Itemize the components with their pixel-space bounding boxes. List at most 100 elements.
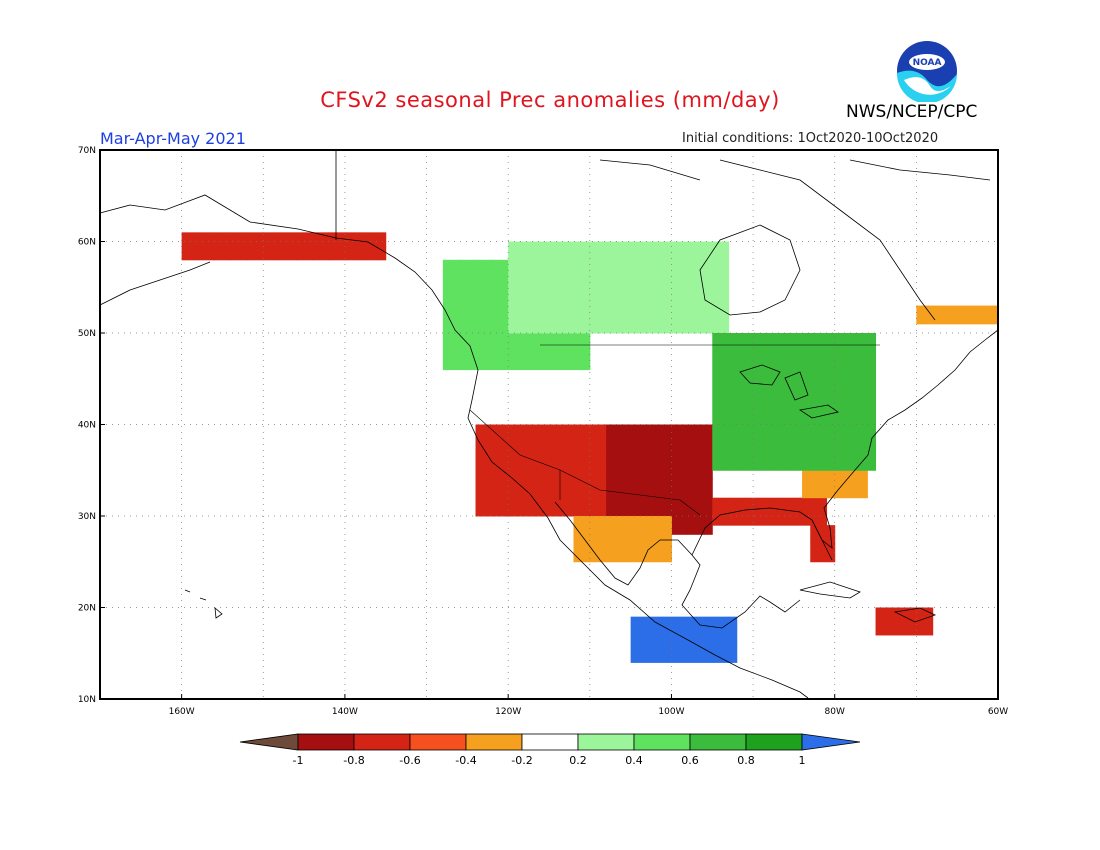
anomaly-cell [589,516,607,526]
anomaly-cell [197,232,215,242]
anomaly-cell [704,497,713,517]
anomaly-cell [761,497,779,508]
anomaly-cell [638,278,656,297]
anomaly-cell [589,525,607,544]
anomaly-cell [671,424,689,444]
anomaly-cell [442,351,460,371]
anomaly-cell [761,451,779,471]
anomaly-cell [761,397,779,416]
anomaly-cell [540,351,558,371]
anomaly-cell [557,479,574,499]
anomaly-cell [589,241,607,261]
anomaly-cell [777,342,795,361]
anomaly-cell [573,241,591,261]
anomaly-cell [777,415,795,435]
anomaly-cell [638,442,656,462]
anomaly-cell [655,241,672,261]
anomaly-cell [908,616,926,636]
anomaly-cell [712,342,730,361]
colorbar-label: 1 [799,754,806,767]
anomaly-cell [328,232,346,242]
anomaly-cell [442,314,460,334]
lon-label: 140W [332,707,358,717]
anomaly-cell [573,497,591,517]
colorbar-segment [297,733,355,751]
anomaly-cell [859,415,877,435]
anomaly-cell [491,333,509,352]
anomaly-cell [712,644,730,663]
anomaly-cell [744,333,762,343]
anomaly-cell [589,442,607,462]
colorbar-label: -1 [293,754,304,767]
anomaly-cell [671,259,689,279]
anomaly-cell [557,497,574,517]
anomaly-cell [810,415,828,435]
anomaly-cell [687,314,705,334]
anomaly-cell [671,479,689,499]
anomaly-cell [679,644,697,663]
anomaly-cell [728,360,746,380]
anomaly-cell [720,241,730,261]
anomaly-cell [932,305,950,325]
anomaly-cell [557,314,574,334]
anomaly-cell [638,543,656,563]
lon-label: 80W [825,707,845,717]
anomaly-cell [671,461,689,480]
anomaly-cell [704,259,721,279]
anomaly-cell [524,314,542,334]
anomaly-cell [442,278,460,297]
anomaly-cell [181,241,199,261]
anomaly-cell [524,497,542,517]
anomaly-cell [777,360,795,380]
anomaly-cell [728,333,746,343]
anomaly-cell [687,461,705,480]
colorbar-label: 0.8 [737,754,755,767]
anomaly-cell [508,296,526,316]
anomaly-cell [459,296,477,316]
anomaly-cell [589,259,607,279]
anomaly-cell [777,333,795,343]
anomaly-cell [622,278,640,297]
anomaly-cell [655,424,672,444]
anomaly-cell [679,625,697,645]
anomaly-cell [663,644,681,663]
anomaly-cell [606,497,623,517]
anomaly-cell [622,241,640,261]
anomaly-cell [557,241,574,261]
anomaly-cell [761,333,779,343]
anomaly-cell [246,232,264,242]
anomaly-cell [491,351,509,371]
anomaly-cells [181,232,999,663]
colorbar-segment [409,733,467,751]
anomaly-cell [810,342,828,361]
anomaly-cell [695,625,713,645]
anomaly-cell [361,241,379,261]
anomaly-cell [442,259,460,279]
anomaly-cell [687,259,705,279]
anomaly-cell [638,516,656,526]
anomaly-cell [540,333,558,352]
anomaly-cell [573,296,591,316]
longitude-labels: 160W 140W 120W 100W 80W 60W [169,694,1008,717]
anomaly-cell [524,424,542,444]
anomaly-cell [312,232,330,242]
anomaly-cell [524,241,542,261]
anomaly-cell [842,451,860,471]
anomaly-cell [655,525,672,544]
anomaly-cell [573,442,591,462]
anomaly-cell [687,278,705,297]
anomaly-cell [508,278,526,297]
anomaly-cell [491,461,509,480]
anomaly-cell [622,424,640,444]
anomaly-cell [916,305,934,325]
lat-label: 60N [78,238,96,248]
anomaly-cell [810,497,828,508]
anomaly-cell [671,314,689,334]
anomaly-cell [540,278,558,297]
anomaly-cell [622,296,640,316]
anomaly-cell [949,305,966,325]
svg-text:NOAA: NOAA [913,58,942,68]
anomaly-cell [638,461,656,480]
anomaly-cell [720,314,730,334]
anomaly-cell [524,333,542,352]
